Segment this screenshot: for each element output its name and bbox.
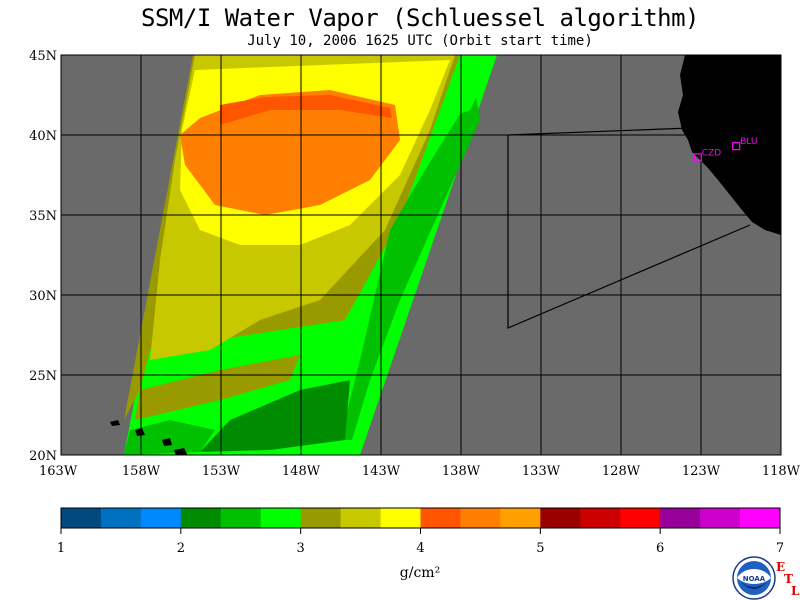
colorbar-swatch — [580, 508, 621, 528]
colorbar-tick-label: 2 — [177, 541, 185, 556]
colorbar-units: g/cm² — [399, 565, 441, 581]
colorbar-tick-label: 6 — [656, 541, 664, 556]
colorbar-swatch — [100, 508, 142, 528]
stations-group: CZD BLU — [693, 137, 758, 162]
station-label: CZD — [702, 148, 721, 158]
etl-letter-e: E — [776, 560, 786, 574]
swath-green-tail — [124, 420, 215, 455]
lat-tick-label: 30N — [29, 289, 57, 304]
station-marker: BLU — [732, 137, 758, 151]
colorbar-swatch — [220, 508, 262, 528]
colorbar-labels: 1 2 3 4 5 6 7 — [57, 528, 784, 556]
lon-tick-label: 163W — [39, 464, 78, 479]
colorbar-tick-label: 7 — [776, 541, 784, 556]
sector-top-line — [507, 127, 691, 136]
colorbar-swatch — [700, 508, 741, 528]
lat-tick-label: 45N — [29, 49, 57, 64]
swath-orange-red-edge — [220, 95, 392, 125]
colorbar-swatch — [61, 508, 102, 528]
noaa-logo: NOAA — [732, 556, 776, 600]
station-box — [693, 153, 702, 162]
lon-tick-label: 123W — [682, 464, 721, 479]
graticule — [61, 55, 781, 455]
lon-tick-label: 128W — [602, 464, 641, 479]
colorbar-tick-label: 4 — [416, 541, 424, 556]
latitude-labels: 45N 40N 35N 30N 25N 20N — [29, 49, 57, 464]
lon-tick-label: 148W — [282, 464, 321, 479]
swath-green-ne — [445, 55, 497, 120]
colorbar-swatch — [380, 508, 421, 528]
station-box — [732, 142, 741, 151]
lon-tick-label: 118W — [762, 464, 800, 479]
island-oahu — [135, 428, 145, 436]
colorbar-swatch — [260, 508, 302, 528]
noaa-logo-text: NOAA — [743, 575, 766, 583]
island-hawaii — [174, 448, 188, 455]
colorbar-swatch — [180, 508, 222, 528]
colorbar-swatch — [740, 508, 781, 528]
colorbar-swatch — [500, 508, 541, 528]
swath-darkgreen-east — [340, 90, 480, 440]
swath-olive-south — [135, 355, 300, 420]
colorbar-swatch — [300, 508, 342, 528]
colorbar-swatch — [660, 508, 701, 528]
longitude-labels: 163W 158W 153W 148W 143W 138W 133W 128W 123W 118W — [39, 464, 800, 479]
station-label: BLU — [740, 137, 757, 147]
lon-tick-label: 138W — [442, 464, 481, 479]
colorbar-swatch — [540, 508, 581, 528]
sector-line — [507, 135, 751, 329]
swath-orange-core — [180, 90, 400, 215]
lat-tick-label: 20N — [29, 449, 57, 464]
lon-tick-label: 158W — [122, 464, 161, 479]
colorbar-swatch — [420, 508, 461, 528]
map-subtitle: July 10, 2006 1625 UTC (Orbit start time… — [247, 33, 593, 49]
lat-tick-label: 25N — [29, 369, 57, 384]
colorbar-swatch — [620, 508, 661, 528]
land-california — [678, 55, 781, 235]
island-maui — [162, 438, 172, 446]
colorbar-swatch — [460, 508, 501, 528]
map-frame — [60, 54, 782, 456]
colorbar-tick-label: 5 — [536, 541, 544, 556]
station-marker: CZD — [693, 148, 721, 162]
lon-tick-label: 133W — [522, 464, 561, 479]
colorbar-swatch — [140, 508, 182, 528]
map-title: SSM/I Water Vapor (Schluessel algorithm) — [141, 4, 699, 32]
etl-letter-l: L — [791, 584, 800, 598]
lon-tick-label: 153W — [202, 464, 241, 479]
swath-group — [124, 55, 497, 455]
swath-darkgreen-south — [200, 380, 350, 452]
colorbar — [60, 507, 781, 529]
island-kauai — [110, 420, 120, 426]
land-group — [110, 55, 781, 455]
colorbar-swatch — [340, 508, 382, 528]
colorbar-tick-label: 1 — [57, 541, 65, 556]
sector-outline — [507, 127, 751, 329]
etl-letter-t: T — [784, 572, 793, 586]
colorbar-tick-label: 3 — [297, 541, 305, 556]
lon-tick-label: 143W — [362, 464, 401, 479]
lat-tick-label: 40N — [29, 129, 57, 144]
lat-tick-label: 35N — [29, 209, 57, 224]
